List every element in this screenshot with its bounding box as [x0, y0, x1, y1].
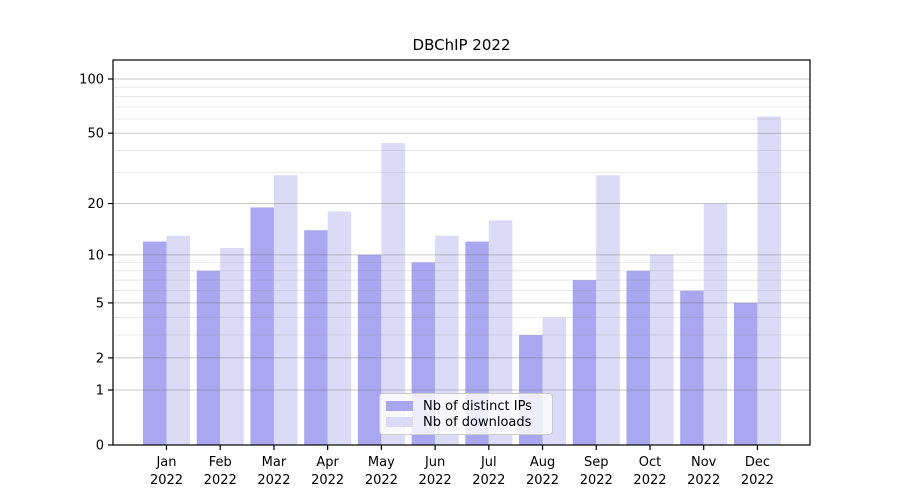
legend-label-distinct-ips: Nb of distinct IPs [423, 398, 532, 414]
legend-row-downloads: Nb of downloads [386, 414, 544, 430]
x-tick-label-sep: Sep 2022 [580, 455, 613, 488]
bar-distinct-ips-apr [304, 230, 328, 445]
y-tick-label-50: 50 [87, 127, 104, 142]
chart-title: DBChIP 2022 [412, 36, 511, 54]
y-tick-label-2: 2 [96, 351, 104, 366]
bar-downloads-feb [220, 247, 244, 445]
x-tick-label-jun: Jun 2022 [419, 455, 452, 488]
legend-swatch-distinct-ips [386, 401, 413, 411]
bar-distinct-ips-jan [143, 241, 167, 445]
x-tick-label-jul: Jul 2022 [472, 455, 505, 488]
bar-distinct-ips-dec [733, 302, 758, 445]
bar-distinct-ips-mar [250, 207, 274, 445]
bar-distinct-ips-feb [196, 270, 221, 445]
x-tick-label-may: May 2022 [365, 455, 398, 488]
legend: Nb of distinct IPs Nb of downloads [379, 393, 553, 435]
plot-border [112, 59, 811, 446]
bar-downloads-oct [649, 254, 674, 445]
bar-downloads-sep [596, 175, 620, 446]
bar-downloads-jul [488, 220, 513, 445]
bar-distinct-ips-sep [572, 280, 597, 445]
bar-downloads-dec [757, 116, 781, 446]
x-tick-label-jan: Jan 2022 [150, 455, 183, 488]
y-tick-label-100: 100 [79, 73, 104, 88]
bar-distinct-ips-nov [680, 290, 704, 445]
x-tick-label-apr: Apr 2022 [311, 455, 344, 488]
bar-downloads-jan [166, 235, 190, 445]
bar-downloads-mar [273, 175, 298, 446]
y-tick-label-10: 10 [87, 248, 104, 263]
bar-downloads-may [381, 143, 405, 446]
bar-distinct-ips-may [357, 254, 382, 445]
y-tick-label-5: 5 [96, 296, 104, 311]
x-tick-label-nov: Nov 2022 [687, 455, 720, 488]
y-tick-label-1: 1 [96, 384, 104, 399]
bar-downloads-jun [435, 235, 459, 445]
legend-label-downloads: Nb of downloads [423, 414, 532, 430]
bar-downloads-apr [327, 211, 352, 445]
x-tick-label-oct: Oct 2022 [633, 455, 666, 488]
y-tick-label-0: 0 [96, 439, 104, 454]
x-tick-label-feb: Feb 2022 [204, 455, 237, 488]
x-tick-label-aug: Aug 2022 [526, 455, 559, 488]
bar-downloads-nov [703, 203, 728, 445]
legend-row-distinct-ips: Nb of distinct IPs [386, 398, 544, 414]
x-tick-label-dec: Dec 2022 [741, 455, 774, 488]
legend-swatch-downloads [386, 417, 413, 427]
bar-distinct-ips-oct [626, 270, 650, 445]
x-tick-label-mar: Mar 2022 [257, 455, 290, 488]
y-tick-label-20: 20 [87, 197, 104, 212]
